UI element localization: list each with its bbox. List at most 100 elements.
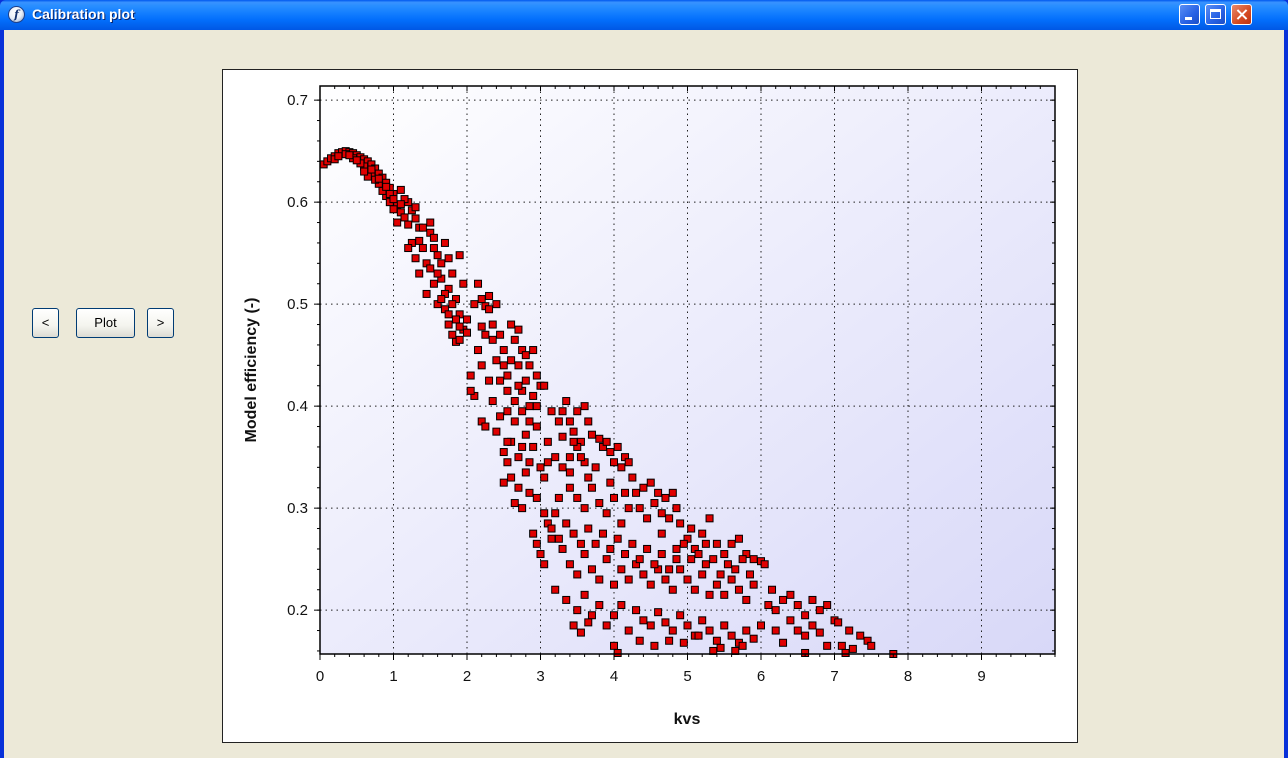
- data-point: [554, 417, 563, 426]
- data-point: [532, 493, 541, 502]
- data-point: [367, 165, 376, 174]
- data-point: [643, 544, 652, 553]
- data-point: [573, 570, 582, 579]
- data-point: [540, 509, 549, 518]
- data-point: [698, 616, 707, 625]
- data-point: [525, 361, 534, 370]
- data-point: [646, 478, 655, 487]
- data-point: [779, 595, 788, 604]
- data-point: [723, 560, 732, 569]
- data-point: [562, 397, 571, 406]
- data-point: [595, 601, 604, 610]
- data-point: [518, 442, 527, 451]
- x-tick-labels: 0 1 2 3 4 5 6 7 8 9: [316, 668, 986, 685]
- data-point: [793, 626, 802, 635]
- title-bar[interactable]: f Calibration plot: [0, 0, 1288, 30]
- next-button[interactable]: >: [147, 308, 174, 338]
- data-point: [621, 488, 630, 497]
- data-point: [632, 606, 641, 615]
- data-point: [657, 550, 666, 559]
- maximize-button[interactable]: [1205, 4, 1226, 25]
- plot-panel: 0 1 2 3 4 5 6 7 8 9 0.2 0.3 0.4 0.5 0.6 0.7 kvs Model …: [222, 69, 1078, 743]
- close-button[interactable]: [1231, 4, 1252, 25]
- data-point: [676, 565, 685, 574]
- data-point: [672, 544, 681, 553]
- data-point: [705, 590, 714, 599]
- data-point: [404, 244, 413, 253]
- data-point: [444, 310, 453, 319]
- data-point: [547, 524, 556, 533]
- data-point: [411, 254, 420, 263]
- data-point: [374, 174, 383, 183]
- data-point: [657, 509, 666, 518]
- data-point: [650, 560, 659, 569]
- data-point: [610, 641, 618, 650]
- data-point: [418, 244, 427, 253]
- data-point: [360, 167, 369, 176]
- x-tick-label: 0: [316, 668, 324, 685]
- data-point: [507, 320, 516, 329]
- data-point: [510, 417, 519, 426]
- data-point: [610, 458, 618, 467]
- data-point: [503, 458, 512, 467]
- data-point: [514, 325, 523, 334]
- data-point: [687, 555, 696, 564]
- data-point: [635, 636, 644, 645]
- data-point: [661, 618, 670, 627]
- data-point: [532, 539, 541, 548]
- data-point: [422, 289, 431, 298]
- data-point: [455, 251, 464, 260]
- data-point: [793, 601, 802, 610]
- data-point: [727, 631, 736, 640]
- data-point: [760, 560, 769, 569]
- data-point: [547, 534, 556, 543]
- data-point: [764, 601, 773, 610]
- data-point: [668, 626, 677, 635]
- data-point: [437, 295, 446, 304]
- data-point: [613, 534, 622, 543]
- data-point: [558, 544, 567, 553]
- data-point: [727, 539, 736, 548]
- data-point: [573, 407, 582, 416]
- x-tick-label: 2: [463, 668, 471, 685]
- window-title: Calibration plot: [32, 6, 135, 22]
- data-point: [815, 628, 824, 637]
- minimize-button[interactable]: [1179, 4, 1200, 25]
- data-point: [536, 550, 545, 559]
- data-point: [639, 483, 648, 492]
- data-point: [698, 529, 707, 538]
- data-point: [496, 376, 505, 385]
- data-point: [584, 524, 593, 533]
- y-tick-label: 0.5: [287, 296, 308, 313]
- data-point: [429, 279, 438, 288]
- data-point: [584, 618, 593, 627]
- data-point: [352, 156, 361, 165]
- data-point: [628, 539, 637, 548]
- data-point: [429, 244, 438, 253]
- data-point: [499, 448, 508, 457]
- plot-button[interactable]: Plot: [76, 308, 135, 338]
- data-point: [808, 595, 817, 604]
- data-point: [451, 315, 460, 324]
- data-point: [576, 539, 585, 548]
- data-point: [485, 305, 494, 314]
- data-point: [661, 493, 670, 502]
- previous-button[interactable]: <: [32, 308, 59, 338]
- y-tick-label: 0.2: [287, 602, 308, 619]
- data-point: [499, 478, 508, 487]
- data-point: [694, 550, 703, 559]
- data-point: [481, 422, 490, 431]
- x-tick-label: 1: [389, 668, 397, 685]
- data-point: [521, 351, 530, 360]
- data-point: [587, 483, 596, 492]
- data-point: [617, 601, 626, 610]
- data-point: [624, 575, 633, 584]
- data-point: [584, 473, 593, 482]
- data-point: [716, 643, 725, 652]
- data-point: [731, 565, 740, 574]
- data-point: [845, 626, 854, 635]
- window-client-area: < Plot > 0 1 2 3 4 5 6 7 8 9 0.2 0.3 0.4 0.5 0.6 0.7 k…: [4, 30, 1284, 758]
- data-point: [665, 514, 674, 523]
- data-point: [518, 504, 527, 513]
- data-point: [867, 641, 876, 650]
